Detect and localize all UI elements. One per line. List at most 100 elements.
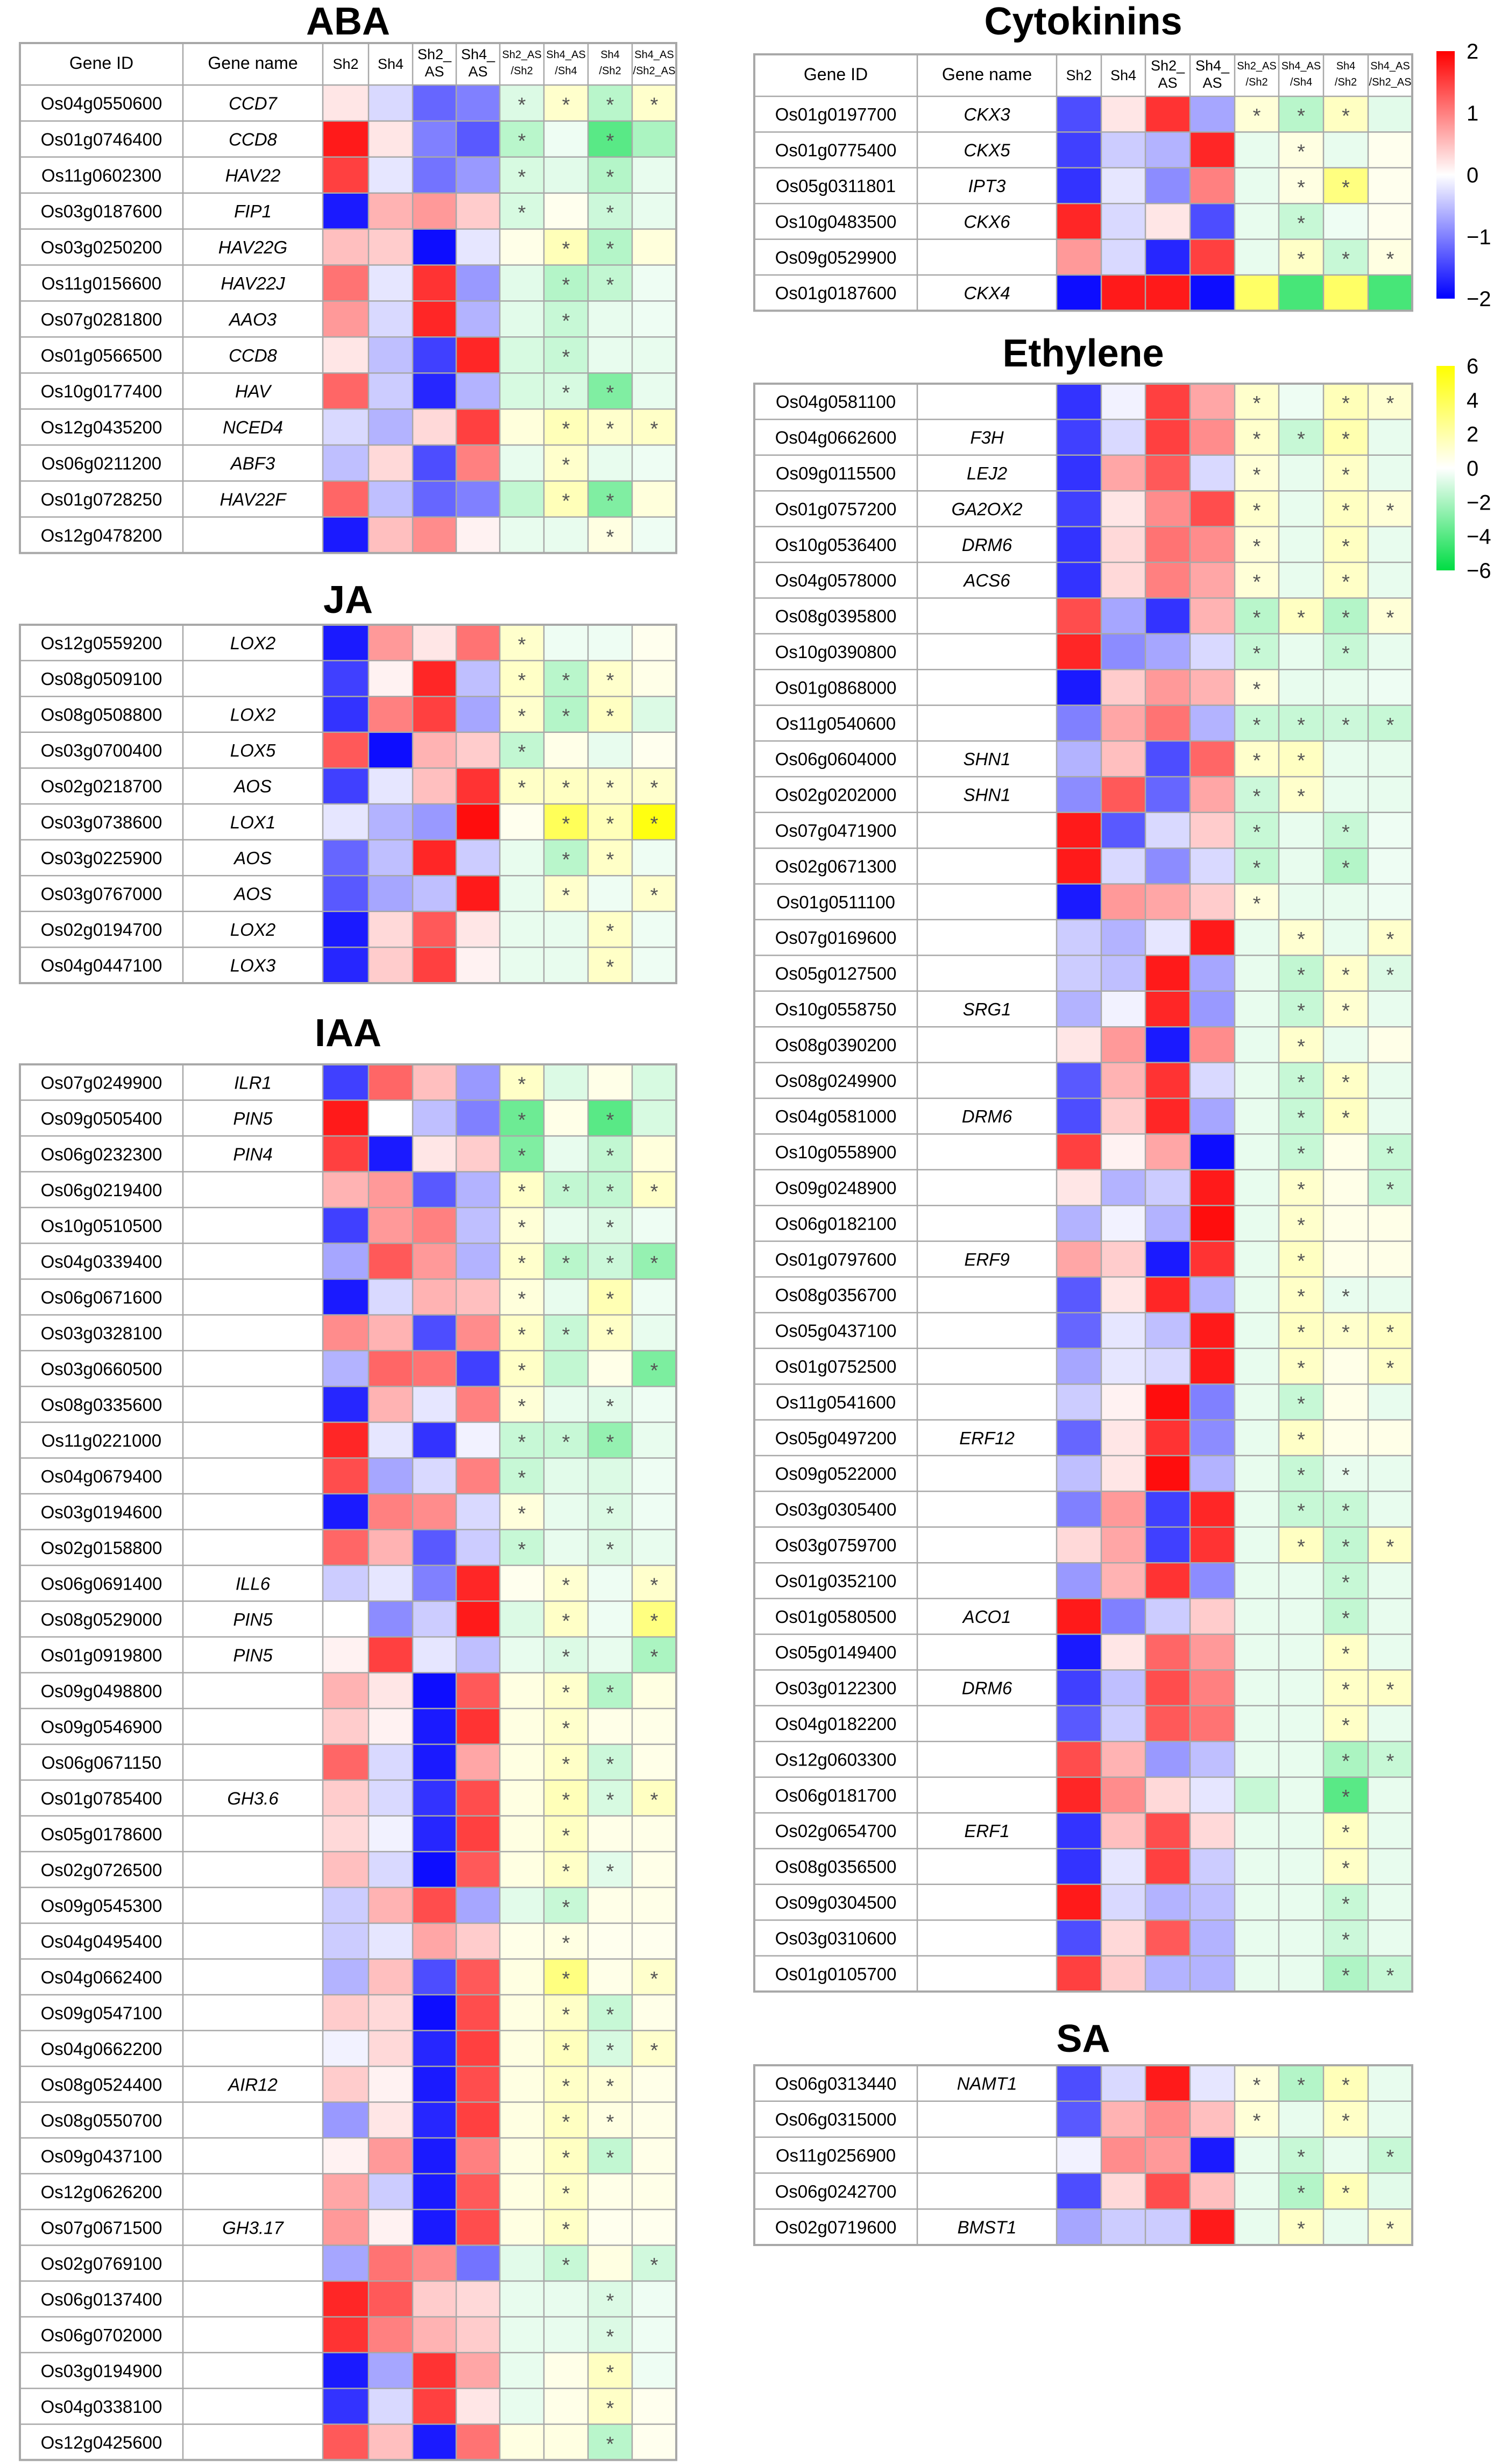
expr-cell bbox=[1145, 2065, 1190, 2101]
legend-tick: 1 bbox=[1467, 102, 1478, 125]
expr-cell bbox=[456, 1672, 500, 1708]
ratio-cell bbox=[632, 1637, 676, 1673]
header-ratio: /Sh2 bbox=[1335, 76, 1357, 88]
significance-star: * bbox=[650, 94, 659, 116]
ratio-cell bbox=[1323, 920, 1368, 956]
gene-id: Os07g0169600 bbox=[775, 928, 897, 948]
significance-star: * bbox=[562, 2183, 570, 2205]
significance-star: * bbox=[1342, 1536, 1350, 1558]
gene-name: IPT3 bbox=[968, 176, 1006, 196]
ratio-cell bbox=[1279, 132, 1323, 168]
gene-name: HAV bbox=[235, 382, 272, 401]
expr-cell bbox=[413, 337, 456, 373]
significance-star: * bbox=[1253, 857, 1261, 879]
panel-title: JA bbox=[323, 578, 373, 622]
ratio-cell bbox=[588, 337, 632, 373]
gene-id: Os02g0218700 bbox=[41, 776, 162, 796]
ratio-cell bbox=[1368, 848, 1412, 884]
significance-star: * bbox=[606, 94, 614, 116]
ratio-cell bbox=[1323, 1634, 1368, 1670]
expr-cell bbox=[456, 409, 500, 445]
expr-cell bbox=[369, 1208, 413, 1244]
ratio-cell bbox=[500, 2138, 544, 2174]
ratio-cell bbox=[1323, 384, 1368, 420]
expr-cell bbox=[1101, 1955, 1145, 1992]
gene-id: Os02g0194700 bbox=[41, 920, 162, 940]
significance-star: * bbox=[606, 382, 614, 405]
ratio-cell bbox=[632, 1995, 676, 2031]
ratio-cell bbox=[1323, 275, 1368, 311]
significance-star: * bbox=[518, 705, 526, 728]
ratio-cell bbox=[1235, 455, 1279, 491]
significance-star: * bbox=[1297, 607, 1305, 630]
expr-cell bbox=[1190, 1563, 1235, 1599]
ratio-cell bbox=[632, 1959, 676, 1995]
ratio-cell bbox=[1279, 1848, 1323, 1884]
expr-cell bbox=[1101, 1920, 1145, 1956]
expr-cell bbox=[1190, 96, 1235, 132]
header-expr: Sh2_ bbox=[417, 46, 452, 62]
ratio-cell bbox=[1279, 1241, 1323, 1277]
ratio-cell bbox=[632, 1744, 676, 1780]
ratio-cell bbox=[632, 1708, 676, 1745]
ratio-cell bbox=[500, 2353, 544, 2389]
expr-cell bbox=[413, 373, 456, 410]
expr-cell bbox=[456, 157, 500, 193]
significance-star: * bbox=[1342, 1965, 1350, 1987]
expr-cell bbox=[1057, 1348, 1101, 1385]
header-gene-id: Gene ID bbox=[69, 53, 133, 73]
ratio-cell bbox=[632, 660, 676, 697]
ratio-cell bbox=[544, 1351, 588, 1387]
gene-name: LEJ2 bbox=[967, 463, 1007, 483]
significance-star: * bbox=[1386, 1143, 1394, 1166]
expr-cell bbox=[1145, 1634, 1190, 1670]
ratio-cell bbox=[544, 2030, 588, 2066]
expr-cell bbox=[456, 2353, 500, 2389]
ratio-cell bbox=[500, 1208, 544, 1244]
ratio-cell bbox=[544, 337, 588, 373]
gene-name: SHN1 bbox=[963, 749, 1010, 769]
significance-star: * bbox=[562, 1825, 570, 1847]
gene-id: Os04g0662600 bbox=[775, 428, 897, 448]
gene-id: Os12g0478200 bbox=[41, 525, 162, 545]
expr-cell bbox=[1057, 562, 1101, 598]
expr-cell bbox=[413, 1100, 456, 1136]
significance-star: * bbox=[562, 310, 570, 333]
expr-cell bbox=[1190, 955, 1235, 991]
significance-star: * bbox=[1297, 1214, 1305, 1237]
expr-cell bbox=[323, 1422, 369, 1458]
ratio-cell bbox=[500, 409, 544, 445]
gene-id: Os08g0550700 bbox=[41, 2110, 162, 2130]
expr-cell bbox=[369, 517, 413, 553]
expr-cell bbox=[323, 121, 369, 157]
ratio-cell bbox=[1368, 669, 1412, 705]
expr-cell bbox=[323, 732, 369, 768]
expr-cell bbox=[323, 768, 369, 804]
expr-cell bbox=[1145, 455, 1190, 491]
gene-id: Os06g0137400 bbox=[41, 2289, 162, 2309]
ratio-cell bbox=[632, 517, 676, 553]
gene-name: AIR12 bbox=[227, 2074, 278, 2094]
gene-id: Os06g0691400 bbox=[41, 1573, 162, 1593]
expr-cell bbox=[1145, 1027, 1190, 1063]
significance-star: * bbox=[1253, 105, 1261, 128]
expr-cell bbox=[1145, 1277, 1190, 1313]
ratio-cell bbox=[632, 337, 676, 373]
expr-cell bbox=[1057, 1384, 1101, 1420]
ratio-cell bbox=[1368, 1705, 1412, 1742]
ratio-cell bbox=[1323, 1241, 1368, 1277]
ratio-cell bbox=[632, 625, 676, 661]
ratio-cell bbox=[1368, 132, 1412, 168]
ratio-cell bbox=[500, 1064, 544, 1100]
expr-cell bbox=[456, 1208, 500, 1244]
significance-star: * bbox=[650, 418, 659, 441]
gene-id: Os10g0177400 bbox=[41, 382, 162, 401]
ratio-cell bbox=[632, 373, 676, 410]
expr-cell bbox=[369, 121, 413, 157]
expr-cell bbox=[369, 1351, 413, 1387]
ratio-cell bbox=[588, 911, 632, 948]
significance-star: * bbox=[606, 1682, 614, 1704]
ratio-cell bbox=[1279, 1884, 1323, 1921]
significance-star: * bbox=[606, 1860, 614, 1883]
significance-star: * bbox=[562, 813, 570, 835]
